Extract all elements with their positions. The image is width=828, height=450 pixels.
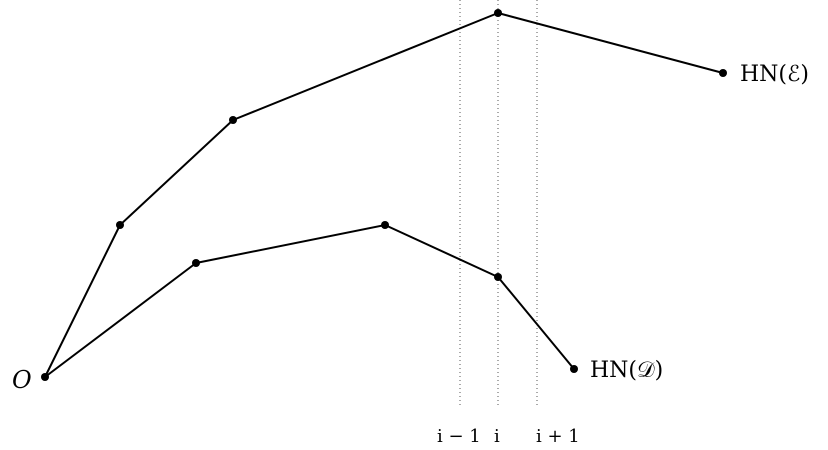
hn-e-vertex [229,116,237,124]
origin-point [41,373,49,381]
hn-d-vertex [381,221,389,229]
hn-e-vertex [494,9,502,17]
hn-e-vertex [719,69,727,77]
hn-e-label: HN(ℰ) [740,62,809,87]
hn-d-vertices [192,221,578,373]
hn-d-vertex [494,273,502,281]
hn-d-polygon [44,224,575,378]
origin-label: O [12,366,32,394]
hn-d-label: HN(𝒟) [590,358,663,383]
hn-e-vertices [116,9,727,229]
hn-e-polygon [44,12,724,378]
hn-e-vertex [116,221,124,229]
tick-label-i-minus-1: i − 1 [437,426,481,447]
hn-d-vertex [570,365,578,373]
tick-label-i-plus-1: i + 1 [536,426,580,447]
tick-label-i: i [494,426,500,447]
hn-d-vertex [192,259,200,267]
